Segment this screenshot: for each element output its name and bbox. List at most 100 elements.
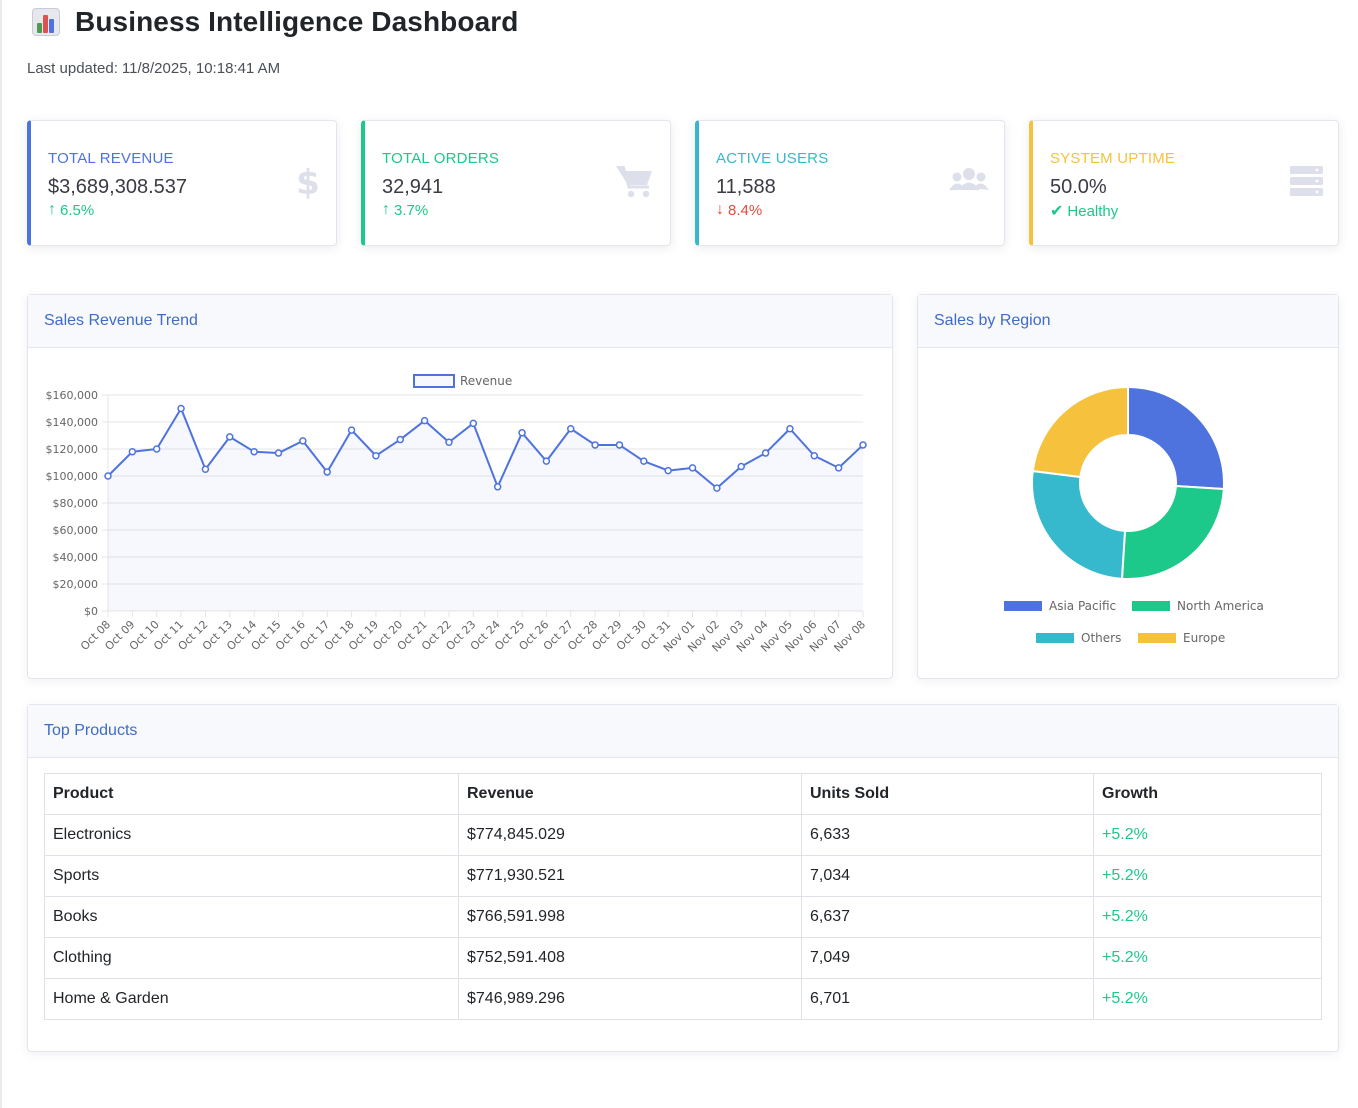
legend-swatch[interactable] bbox=[1138, 633, 1176, 643]
revenue-point[interactable] bbox=[518, 429, 526, 437]
cell-growth: +5.2% bbox=[1093, 855, 1322, 897]
revenue-point[interactable] bbox=[299, 437, 307, 445]
y-tick-label: $0 bbox=[84, 605, 98, 618]
revenue-point[interactable] bbox=[274, 449, 283, 457]
legend-swatch[interactable] bbox=[1036, 633, 1074, 643]
revenue-point[interactable] bbox=[445, 438, 453, 446]
cell-product: Electronics bbox=[44, 814, 459, 856]
revenue-point[interactable] bbox=[615, 441, 624, 449]
sales-trend-panel: Sales Revenue Trend $0 $20,000 $40,000 $60,… bbox=[27, 294, 893, 679]
revenue-point[interactable] bbox=[713, 484, 721, 492]
slice-europe[interactable] bbox=[1031, 385, 1129, 479]
revenue-point[interactable] bbox=[493, 483, 502, 491]
kpi-label: Total Orders bbox=[382, 150, 500, 167]
table-row: Sports $771,930.521 7,034 +5.2% bbox=[44, 855, 1322, 897]
arrow-up-icon: ↑ bbox=[382, 201, 390, 218]
revenue-point[interactable] bbox=[396, 435, 405, 444]
top-products-panel: Top Products Product Revenue Units Sold … bbox=[27, 704, 1339, 1052]
column-header-revenue[interactable]: Revenue bbox=[458, 773, 802, 815]
legend-swatch-revenue[interactable] bbox=[413, 374, 455, 388]
server-icon bbox=[1282, 163, 1324, 199]
kpi-card-total-revenue[interactable]: Total Revenue $3,689,308.537 ↑ 6.5% $ bbox=[27, 120, 337, 246]
legend-label[interactable]: North America bbox=[1177, 599, 1264, 613]
bar-chart-icon bbox=[31, 7, 61, 37]
revenue-point[interactable] bbox=[152, 445, 161, 453]
revenue-point[interactable] bbox=[177, 404, 185, 413]
revenue-point[interactable] bbox=[761, 449, 770, 457]
kpi-card-system-uptime[interactable]: System Uptime 50.0% ✔ Healthy bbox=[1029, 120, 1339, 246]
revenue-point[interactable] bbox=[226, 433, 234, 441]
cell-product: Sports bbox=[44, 855, 459, 897]
revenue-point[interactable] bbox=[420, 416, 429, 425]
revenue-point[interactable] bbox=[810, 452, 819, 460]
revenue-point[interactable] bbox=[372, 452, 380, 460]
last-updated: Last updated: 11/8/2025, 10:18:41 AM bbox=[27, 60, 280, 77]
revenue-point[interactable] bbox=[688, 464, 697, 472]
check-icon: ✔ bbox=[1050, 203, 1064, 220]
legend-label[interactable]: Europe bbox=[1183, 631, 1225, 645]
revenue-point[interactable] bbox=[591, 441, 599, 449]
kpi-change: ✔ Healthy bbox=[1050, 201, 1118, 221]
slice-asia-pacific[interactable] bbox=[1127, 385, 1225, 491]
kpi-change-value: 3.7% bbox=[394, 201, 429, 219]
revenue-point[interactable] bbox=[737, 462, 745, 471]
cell-product: Clothing bbox=[44, 937, 459, 979]
revenue-point[interactable] bbox=[323, 468, 331, 476]
revenue-point[interactable] bbox=[786, 425, 794, 433]
dashboard-page: Business Intelligence Dashboard Last upd… bbox=[27, 0, 1339, 1052]
y-tick-label: $160,000 bbox=[46, 389, 99, 402]
kpi-card-active-users[interactable]: Active Users 11,588 ↓ 8.4% bbox=[695, 120, 1005, 246]
revenue-point[interactable] bbox=[128, 447, 137, 456]
slice-north-america[interactable] bbox=[1120, 484, 1225, 580]
kpi-value: 50.0% bbox=[1050, 176, 1107, 198]
column-header-units-sold[interactable]: Units Sold bbox=[801, 773, 1094, 815]
y-tick-label: $40,000 bbox=[53, 551, 99, 564]
kpi-change-value: Healthy bbox=[1067, 202, 1119, 220]
left-border bbox=[0, 0, 2, 1108]
kpi-row: Total Revenue $3,689,308.537 ↑ 6.5% $ To… bbox=[27, 120, 1339, 246]
y-tick-label: $100,000 bbox=[46, 470, 99, 483]
kpi-change: ↑ 6.5% bbox=[48, 201, 94, 219]
revenue-point[interactable] bbox=[104, 472, 112, 480]
cell-product: Home & Garden bbox=[44, 978, 459, 1020]
cell-growth: +5.2% bbox=[1093, 896, 1322, 938]
arrow-up-icon: ↑ bbox=[48, 201, 56, 218]
y-tick-label: $60,000 bbox=[53, 524, 99, 537]
table-row: Clothing $752,591.408 7,049 +5.2% bbox=[44, 937, 1322, 979]
revenue-point[interactable] bbox=[347, 426, 356, 434]
y-tick-label: $140,000 bbox=[46, 416, 99, 429]
legend-swatch[interactable] bbox=[1004, 601, 1042, 611]
table-row: Books $766,591.998 6,637 +5.2% bbox=[44, 896, 1322, 938]
kpi-card-total-orders[interactable]: Total Orders 32,941 ↑ 3.7% bbox=[361, 120, 671, 246]
line-chart: $0 $20,000 $40,000 $60,000 $80,000 $100,000 $1… bbox=[46, 374, 868, 655]
legend-swatch[interactable] bbox=[1132, 601, 1170, 611]
legend-label-revenue[interactable]: Revenue bbox=[460, 374, 512, 388]
table-row: Electronics $774,845.029 6,633 +5.2% bbox=[44, 814, 1322, 856]
cell-revenue: $746,989.296 bbox=[458, 978, 802, 1020]
revenue-point[interactable] bbox=[640, 457, 648, 465]
legend-label[interactable]: Others bbox=[1081, 631, 1121, 645]
revenue-point[interactable] bbox=[834, 464, 843, 472]
revenue-point[interactable] bbox=[201, 465, 210, 473]
donut-chart: Asia Pacific North America Others Europe bbox=[1004, 385, 1264, 645]
revenue-point[interactable] bbox=[859, 441, 867, 449]
kpi-value: 11,588 bbox=[716, 176, 776, 198]
legend-label[interactable]: Asia Pacific bbox=[1049, 599, 1116, 613]
panel-header: Sales Revenue Trend bbox=[28, 295, 892, 348]
cell-revenue: $771,930.521 bbox=[458, 855, 802, 897]
cell-growth: +5.2% bbox=[1093, 814, 1322, 856]
slice-others[interactable] bbox=[1031, 469, 1127, 580]
column-header-growth[interactable]: Growth bbox=[1093, 773, 1322, 815]
revenue-point[interactable] bbox=[250, 447, 258, 456]
revenue-point[interactable] bbox=[542, 457, 551, 465]
revenue-point[interactable] bbox=[664, 466, 672, 475]
last-updated-label: Last updated: bbox=[27, 60, 118, 77]
cell-units-sold: 6,701 bbox=[801, 978, 1094, 1020]
revenue-point[interactable] bbox=[469, 419, 478, 428]
svg-text:$: $ bbox=[296, 163, 320, 199]
column-header-product[interactable]: Product bbox=[44, 773, 459, 815]
kpi-value: $3,689,308.537 bbox=[48, 176, 188, 198]
cell-units-sold: 6,637 bbox=[801, 896, 1094, 938]
revenue-point[interactable] bbox=[566, 425, 575, 433]
arrow-down-icon: ↓ bbox=[716, 201, 724, 218]
